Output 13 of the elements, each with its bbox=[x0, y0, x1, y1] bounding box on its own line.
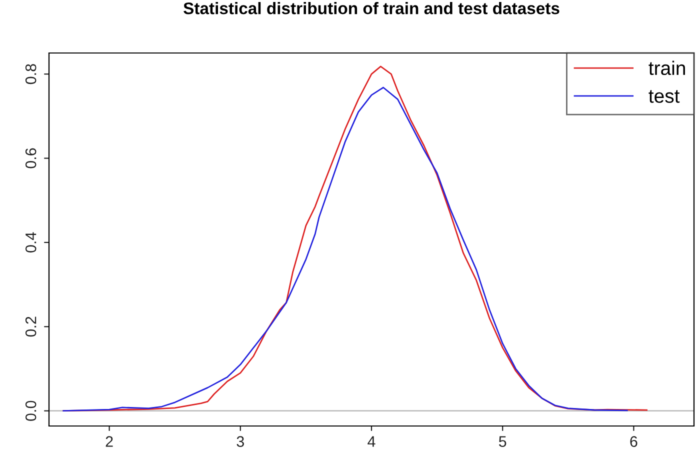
y-tick-label: 0.6 bbox=[25, 148, 36, 168]
y-tick-label: 0.4 bbox=[25, 232, 36, 252]
x-tick-label: 6 bbox=[630, 436, 638, 447]
x-tick-label: 3 bbox=[236, 436, 244, 447]
y-tick-label: 0.2 bbox=[25, 316, 36, 337]
legend-label: test bbox=[648, 90, 680, 103]
chart-title: Statistical distribution of train and test datasets bbox=[184, 2, 560, 14]
x-tick-label: 2 bbox=[106, 436, 113, 447]
legend-label: train bbox=[648, 60, 685, 76]
x-tick-label: 4 bbox=[368, 436, 376, 447]
x-tick-label: 5 bbox=[498, 436, 506, 447]
y-tick-label: 0.0 bbox=[25, 400, 36, 421]
y-tick-label: 0.8 bbox=[25, 64, 36, 84]
